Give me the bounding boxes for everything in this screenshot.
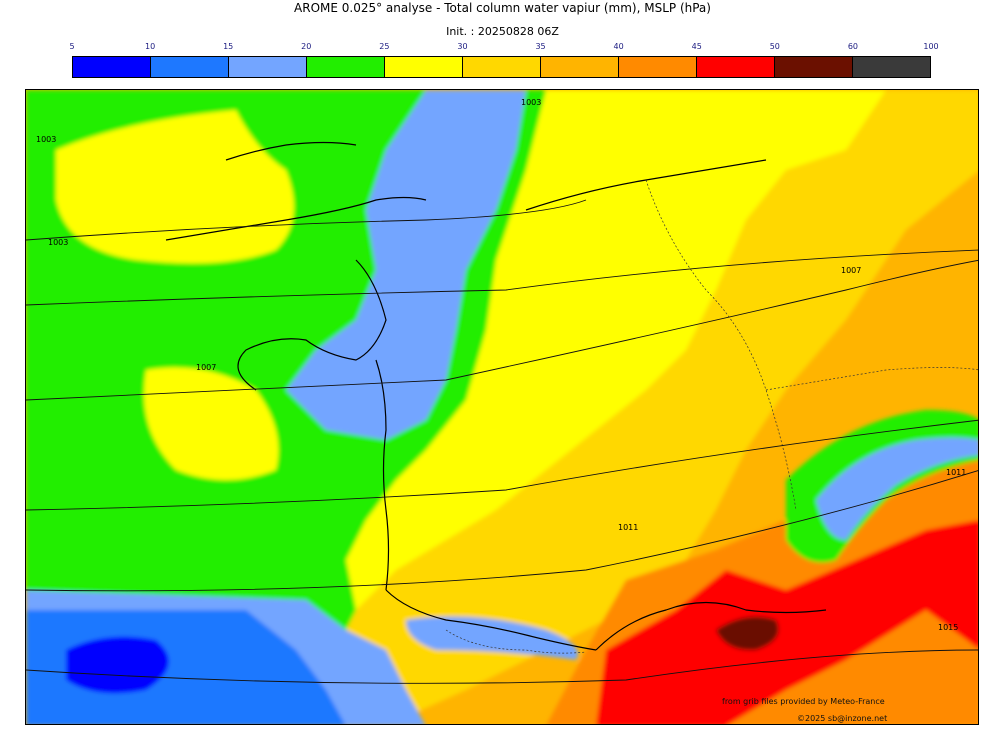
isobar-label: 1003 <box>36 135 56 144</box>
isobars <box>26 199 978 684</box>
colorbar-segment <box>775 57 853 77</box>
field-west-yellow <box>56 110 294 264</box>
colorbar-tick-label: 60 <box>847 42 858 51</box>
colorbar-segment <box>463 57 541 77</box>
colorbar-tick-label: 40 <box>613 42 624 51</box>
isobar-label: 1015 <box>938 623 958 632</box>
colorbar-tick-label: 35 <box>535 42 546 51</box>
isobar-label: 1007 <box>841 266 861 275</box>
colorbar-segment <box>229 57 307 77</box>
colorbar-tick-label: 20 <box>301 42 312 51</box>
colorbar-segment <box>853 57 930 77</box>
field-60-100 <box>716 616 779 651</box>
colorbar-tick-label: 5 <box>69 42 75 51</box>
colorbar-tick-label: 100 <box>923 42 939 51</box>
isobar-label: 1007 <box>196 363 216 372</box>
colorbar-tick-label: 50 <box>769 42 780 51</box>
init-time: Init. : 20250828 06Z <box>446 25 559 38</box>
colorbar-segment <box>307 57 385 77</box>
colorbar-tick-label: 10 <box>144 42 156 51</box>
isobar-label: 1003 <box>521 98 541 107</box>
colorbar-tick-label: 30 <box>457 42 468 51</box>
isobar-label: 1011 <box>618 523 638 532</box>
colorbar-tick-label: 45 <box>691 42 702 51</box>
colorbar-segment <box>73 57 151 77</box>
isobar-label: 1011 <box>946 468 966 477</box>
colorbar-segment <box>541 57 619 77</box>
coastlines <box>165 141 827 651</box>
colorbar-tick-label: 15 <box>223 42 234 51</box>
colorbar-segment <box>697 57 775 77</box>
colorbar-segment <box>385 57 463 77</box>
data-source-credit: from grib files provided by Meteo-France <box>722 697 885 706</box>
field-southwest-yellow <box>144 367 279 480</box>
map-canvas: 1003 1003 1007 1007 1011 1011 1003 1015 <box>26 90 978 724</box>
field-alps-blue <box>816 437 978 540</box>
colorbar-tick-label: 25 <box>379 42 390 51</box>
copyright-credit: ©2025 sb@inzone.net <box>797 714 888 723</box>
borders <box>445 179 978 654</box>
field-pyrenees <box>406 616 578 660</box>
field-south-deepblue <box>66 636 169 694</box>
colorbar-segment <box>619 57 697 77</box>
weather-map: 1003 1003 1007 1007 1011 1011 1003 1015 <box>25 89 979 725</box>
colorbar-segment <box>151 57 229 77</box>
field-50-60 <box>596 520 978 724</box>
colorbar <box>72 56 931 78</box>
chart-title: AROME 0.025° analyse - Total column wate… <box>294 1 711 15</box>
isobar-label: 1003 <box>48 238 68 247</box>
field-15-20 <box>286 90 526 440</box>
